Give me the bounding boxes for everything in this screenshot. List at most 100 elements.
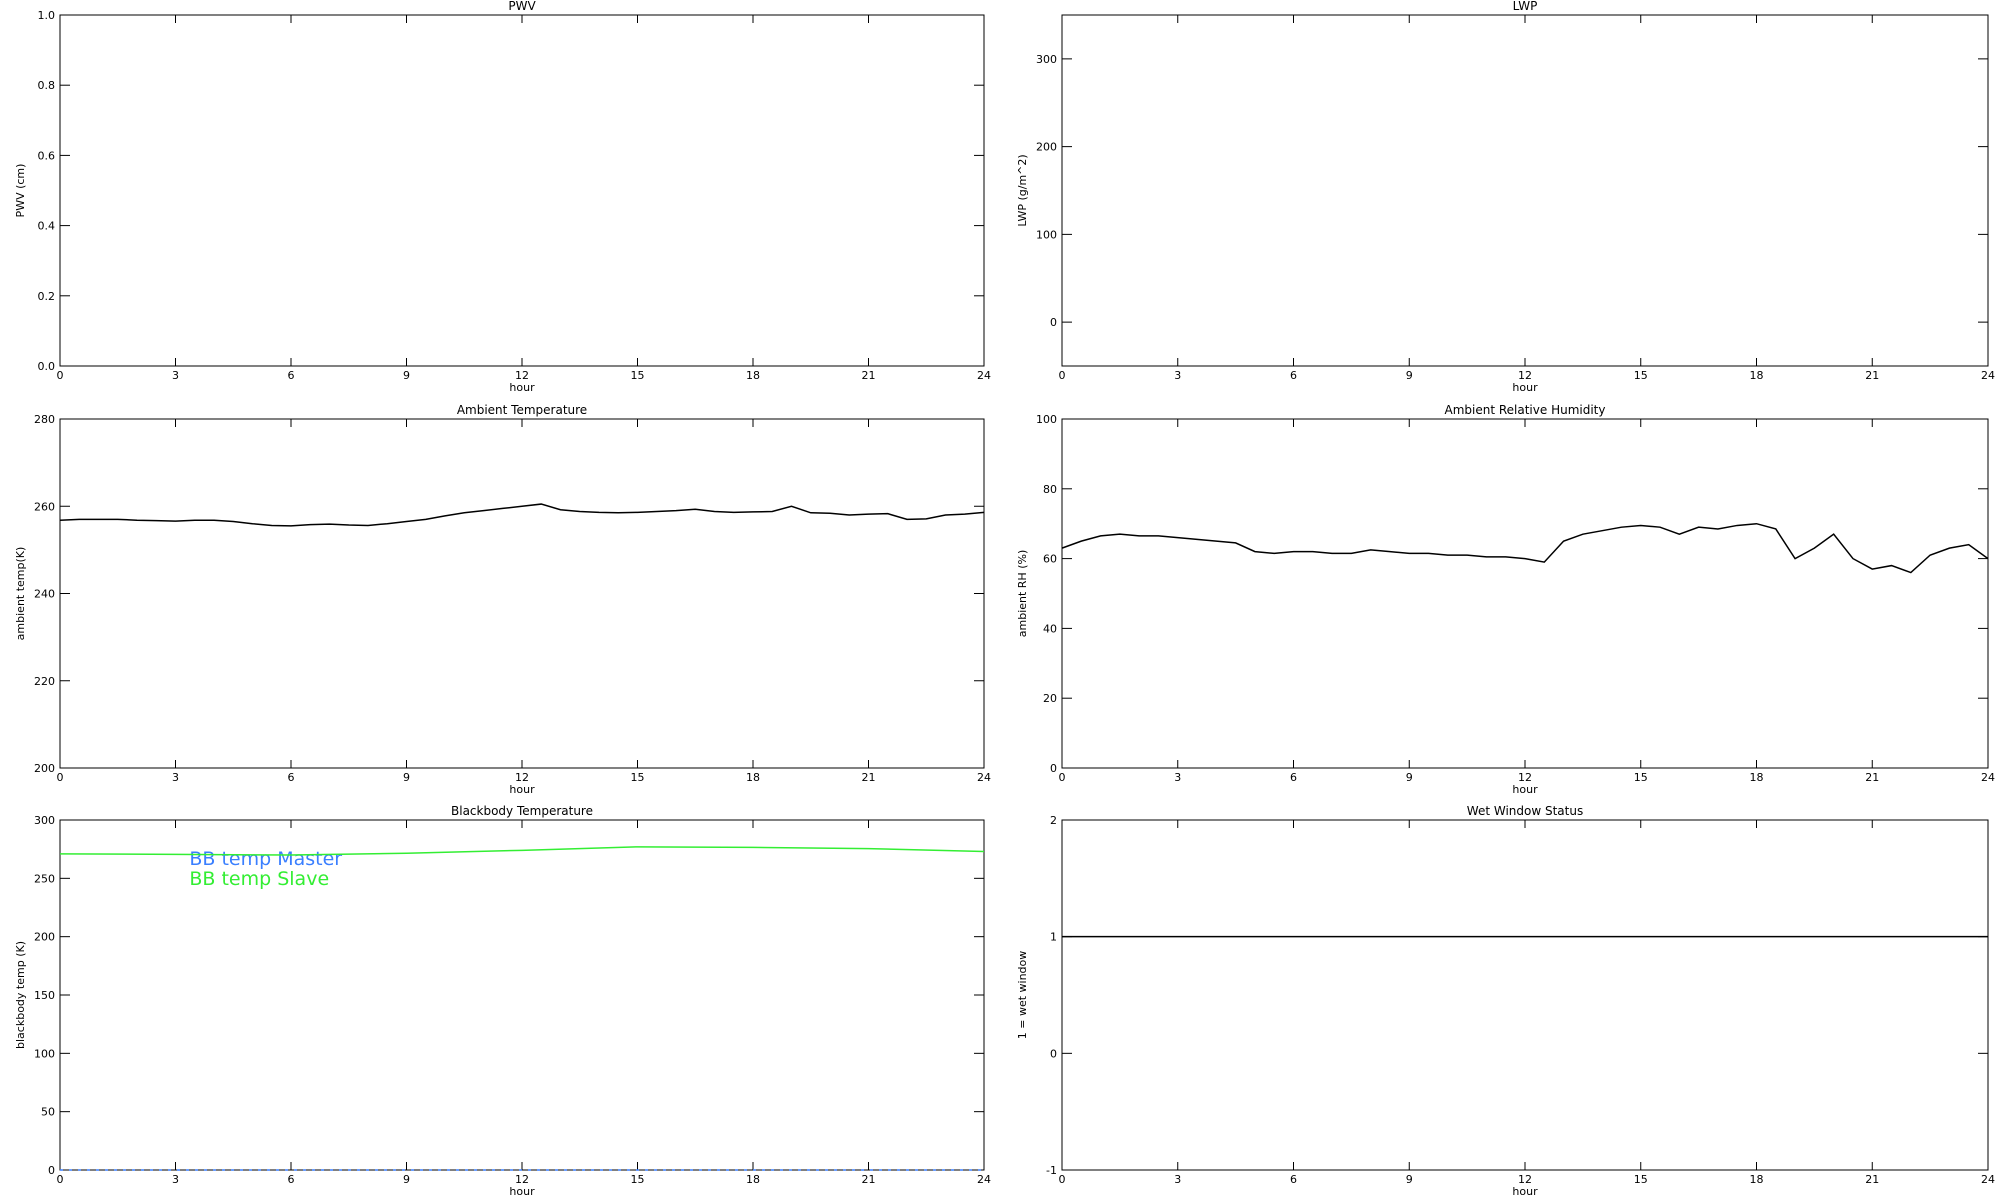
x-tick-label: 9: [403, 1173, 410, 1186]
x-tick-label: 6: [1290, 369, 1297, 382]
x-tick-label: 12: [1518, 1173, 1532, 1186]
x-tick-label: 3: [172, 771, 179, 784]
y-tick-label: 40: [1043, 622, 1057, 635]
x-axis-label: hour: [509, 381, 535, 394]
x-tick-label: 9: [1406, 369, 1413, 382]
x-tick-label: 0: [1059, 1173, 1066, 1186]
x-tick-label: 3: [172, 1173, 179, 1186]
y-tick-label: 1.0: [38, 9, 56, 22]
x-tick-label: 3: [1174, 1173, 1181, 1186]
legend-entry: BB temp Slave: [189, 868, 329, 890]
y-tick-label: 100: [1036, 413, 1057, 426]
plot-frame: [1061, 418, 1989, 769]
y-tick-label: 300: [34, 814, 55, 827]
plot-frame: [59, 418, 985, 769]
x-tick-label: 12: [1518, 369, 1532, 382]
panel: LWP hour LWP (g/m^2) 0 3 6 9 12 15 18 21 24 0 100 200 3…: [1016, 0, 1995, 394]
x-tick-label: 24: [977, 369, 991, 382]
x-tick-label: 3: [1174, 369, 1181, 382]
panel-title: Blackbody Temperature: [451, 804, 593, 818]
x-tick-label: 12: [515, 369, 529, 382]
x-tick-label: 24: [1981, 771, 1995, 784]
y-tick-label: -1: [1046, 1164, 1057, 1177]
data-line: [59, 846, 985, 856]
y-axis-label: ambient RH (%): [1016, 550, 1029, 638]
x-axis-label: hour: [1512, 1185, 1538, 1198]
legend-entry: BB temp Master: [189, 848, 342, 870]
x-tick-label: 24: [977, 1173, 991, 1186]
x-tick-label: 12: [515, 1173, 529, 1186]
x-tick-label: 21: [862, 1173, 876, 1186]
x-tick-label: 18: [746, 1173, 760, 1186]
x-tick-label: 24: [1981, 369, 1995, 382]
panel: Blackbody Temperature hour blackbody temp …: [14, 804, 991, 1198]
y-tick-label: 0: [1050, 762, 1057, 775]
y-tick-label: 100: [34, 1047, 55, 1060]
y-tick-label: 200: [34, 931, 55, 944]
x-tick-label: 24: [1981, 1173, 1995, 1186]
y-tick-label: 0.0: [38, 360, 56, 373]
x-axis-label: hour: [509, 783, 535, 796]
plot-frame: [1061, 819, 1989, 1171]
x-tick-label: 6: [288, 771, 295, 784]
y-tick-label: 80: [1043, 483, 1057, 496]
x-tick-label: 15: [631, 771, 645, 784]
y-tick-label: 200: [34, 762, 55, 775]
x-tick-label: 24: [977, 771, 991, 784]
x-tick-label: 6: [288, 369, 295, 382]
panel-title: LWP: [1513, 0, 1538, 13]
x-tick-label: 12: [515, 771, 529, 784]
y-tick-label: 150: [34, 989, 55, 1002]
panel: Wet Window Status hour 1 = wet window 0 3 6 9 1…: [1016, 804, 1995, 1198]
x-tick-label: 9: [403, 369, 410, 382]
y-tick-label: 260: [34, 500, 55, 513]
y-axis-label: blackbody temp (K): [14, 941, 27, 1049]
panel: PWV hour PWV (cm) 0 3 6 9 12 15 18 21 24 0.0 0.2 0.4 0.…: [14, 0, 991, 394]
x-tick-label: 21: [1865, 369, 1879, 382]
panel: Ambient Relative Humidity hour ambient RH …: [1016, 403, 1995, 796]
y-tick-label: 60: [1043, 553, 1057, 566]
x-tick-label: 15: [1634, 1173, 1648, 1186]
x-tick-label: 15: [631, 1173, 645, 1186]
x-tick-label: 9: [1406, 1173, 1413, 1186]
x-tick-label: 18: [1750, 771, 1764, 784]
y-tick-label: 0.4: [38, 220, 56, 233]
x-tick-label: 0: [57, 771, 64, 784]
y-tick-label: 300: [1036, 53, 1057, 66]
x-tick-label: 18: [1750, 1173, 1764, 1186]
y-axis-label: ambient temp(K): [14, 547, 27, 641]
y-tick-label: 0: [48, 1164, 55, 1177]
x-tick-label: 0: [1059, 369, 1066, 382]
plot-frame: [1061, 14, 1989, 367]
x-tick-label: 18: [746, 771, 760, 784]
panel-title: Wet Window Status: [1467, 804, 1583, 818]
y-tick-label: 0.6: [38, 149, 56, 162]
x-tick-label: 3: [1174, 771, 1181, 784]
x-tick-label: 9: [1406, 771, 1413, 784]
plot-frame: [59, 14, 985, 367]
x-tick-label: 6: [1290, 771, 1297, 784]
y-tick-label: 240: [34, 588, 55, 601]
y-axis-label: 1 = wet window: [1016, 951, 1029, 1040]
panel: Ambient Temperature hour ambient temp(K) 0 3…: [14, 403, 991, 796]
x-tick-label: 0: [57, 369, 64, 382]
x-tick-label: 21: [862, 771, 876, 784]
x-axis-label: hour: [1512, 783, 1538, 796]
x-tick-label: 9: [403, 771, 410, 784]
y-axis-label: PWV (cm): [14, 164, 27, 218]
x-tick-label: 12: [1518, 771, 1532, 784]
y-tick-label: 2: [1050, 814, 1057, 827]
x-tick-label: 0: [57, 1173, 64, 1186]
y-tick-label: 250: [34, 872, 55, 885]
x-tick-label: 3: [172, 369, 179, 382]
panel-title: Ambient Temperature: [457, 403, 587, 417]
y-axis-label: LWP (g/m^2): [1016, 154, 1029, 226]
y-tick-label: 0: [1050, 316, 1057, 329]
y-tick-label: 50: [41, 1106, 55, 1119]
x-tick-label: 15: [1634, 369, 1648, 382]
y-tick-label: 200: [1036, 141, 1057, 154]
y-tick-label: 100: [1036, 228, 1057, 241]
y-tick-label: 220: [34, 675, 55, 688]
panel-title: PWV: [508, 0, 536, 13]
